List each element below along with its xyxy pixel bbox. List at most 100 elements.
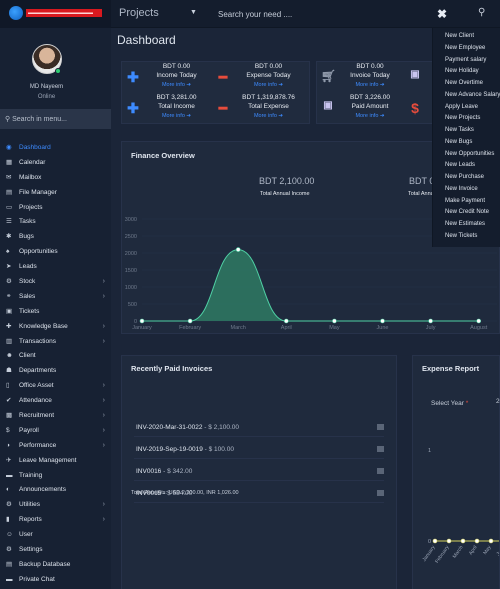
total-expense-more-link[interactable]: More info ➔ <box>253 113 284 119</box>
invoice-status-icon <box>377 424 384 430</box>
sidebar-item-opportunities[interactable]: ♠ Opportunities <box>0 245 111 260</box>
sidebar-item-reports[interactable]: ▮ Reports › <box>0 513 111 528</box>
income-series-line <box>141 249 479 322</box>
sidebar-item-label: Mailbox <box>19 173 42 181</box>
sidebar-item-recruitment[interactable]: ▩ Recruitment › <box>0 409 111 424</box>
quick-add-item[interactable]: New Advance Salary <box>445 91 500 98</box>
invoice-row[interactable]: INV0016 - $ 342.00 <box>134 462 384 481</box>
invoice-row[interactable]: INV-2020-Mar-31-0022 - $ 2,100.00 <box>134 418 384 437</box>
quick-add-item[interactable]: New Holiday <box>445 68 479 75</box>
sidebar-item-attendance[interactable]: ✔ Attendance › <box>0 394 111 409</box>
sidebar-item-label: File Manager <box>19 188 57 196</box>
quick-add-item[interactable]: New Leads <box>445 162 476 169</box>
chevron-right-icon: › <box>102 516 105 524</box>
sidebar-item-office-asset[interactable]: ▯ Office Asset › <box>0 379 111 394</box>
sidebar-search-input[interactable]: ⚲ Search in menu... <box>0 109 111 129</box>
sidebar-item-user[interactable]: ☺ User <box>0 528 111 543</box>
sidebar-item-performance[interactable]: ◑ Performance › <box>0 439 111 454</box>
sidebar-item-label: Office Asset <box>19 382 54 390</box>
sidebar-item-transactions[interactable]: ▥ Transactions › <box>0 335 111 350</box>
menu-item-icon: ◉ <box>6 144 12 151</box>
sidebar-item-file-manager[interactable]: ▤ File Manager <box>0 186 111 201</box>
sidebar-item-dashboard[interactable]: ◉ Dashboard <box>0 141 111 156</box>
paid-amount-more-link[interactable]: More info ➔ <box>355 113 385 119</box>
invoice-today-more-link[interactable]: More info ➔ <box>355 82 385 88</box>
sidebar-item-label: Recruitment <box>19 412 55 420</box>
sidebar-item-backup-database[interactable]: ▤ Backup Database <box>0 558 111 573</box>
sidebar-item-leave-management[interactable]: ✈ Leave Management <box>0 454 111 469</box>
expense-today-value: BDT 0.00 <box>254 63 283 70</box>
quick-add-item[interactable]: New Credit Note <box>445 209 490 216</box>
data-point <box>488 538 494 544</box>
logo[interactable]: ▬▬▬▬▬▬▬▬▬▬▬▬▬ <box>0 0 111 28</box>
sidebar-item-label: Calendar <box>19 158 46 166</box>
sidebar-item-label: Tasks <box>19 218 36 226</box>
top-bar: ▬▬▬▬▬▬▬▬▬▬▬▬▬ Projects ▼ Search your nee… <box>0 0 500 28</box>
sidebar-item-label: Sales <box>19 292 36 300</box>
chevron-down-icon[interactable]: ▼ <box>190 9 197 16</box>
sidebar-item-settings[interactable]: ⚙ Settings <box>0 543 111 558</box>
y-tick-label: 1000 <box>125 285 137 291</box>
sidebar-item-label: Departments <box>19 367 57 375</box>
quick-add-item[interactable]: New Client <box>445 33 475 39</box>
quick-add-item[interactable]: New Tickets <box>445 232 478 239</box>
menu-item-icon: ☰ <box>6 218 12 226</box>
quick-add-item[interactable]: New Estimates <box>445 221 486 227</box>
data-point <box>187 318 193 324</box>
sidebar-item-utilities[interactable]: ⚙ Utilities › <box>0 498 111 513</box>
quick-add-item[interactable]: New Tasks <box>445 127 474 133</box>
projects-dropdown[interactable]: Projects <box>119 7 159 19</box>
expense-today-more-link[interactable]: More info ➔ <box>253 82 284 88</box>
income-today-more-link[interactable]: More info ➔ <box>161 82 192 88</box>
sidebar-item-knowledge-base[interactable]: ✚ Knowledge Base › <box>0 320 111 335</box>
sidebar-item-payroll[interactable]: $ Payroll › <box>0 424 111 439</box>
quick-add-item[interactable]: New Overtime <box>445 80 484 86</box>
top-search-input[interactable]: Search your need .... <box>218 10 293 19</box>
total-income-more-link[interactable]: More info ➔ <box>161 113 192 119</box>
sidebar-item-label: Projects <box>19 203 43 211</box>
sidebar-item-training[interactable]: ▬ Training <box>0 469 111 484</box>
quick-add-item[interactable]: Make Payment <box>445 197 486 204</box>
sidebar-item-client[interactable]: ☻ Client <box>0 349 111 364</box>
sidebar-item-mailbox[interactable]: ✉ Mailbox <box>0 171 111 186</box>
sidebar-item-stock[interactable]: ⚙ Stock › <box>0 275 111 290</box>
search-icon[interactable]: ⚲ <box>478 7 486 18</box>
menu-item-icon: $ <box>6 426 10 434</box>
quick-add-item[interactable]: Apply Leave <box>445 103 479 110</box>
sidebar-item-projects[interactable]: ▭ Projects <box>0 201 111 216</box>
main-content: Dashboard ✚ BDT 0.00 Income Today More i… <box>111 28 500 589</box>
chevron-right-icon: › <box>102 501 105 509</box>
sidebar-item-sales[interactable]: ⚭ Sales › <box>0 290 111 305</box>
sidebar-item-departments[interactable]: ☗ Departments <box>0 364 111 379</box>
quick-add-item[interactable]: New Invoice <box>445 185 478 192</box>
sidebar-item-private-chat[interactable]: ▬ Private Chat <box>0 573 111 588</box>
invoice-row[interactable]: INV-2019-Sep-19-0019 - $ 100.00 <box>134 440 384 459</box>
sidebar-item-announcements[interactable]: ◐ Announcements <box>0 483 111 498</box>
sidebar-item-leads[interactable]: ➤ Leads <box>0 260 111 275</box>
quick-add-item[interactable]: New Opportunities <box>445 150 495 157</box>
year-select[interactable]: 20 <box>496 398 500 405</box>
quick-add-item[interactable]: New Projects <box>445 115 481 122</box>
quick-add-item[interactable]: Payment salary <box>445 56 487 63</box>
invoice-row[interactable]: INV0015 - $ 684.00 <box>134 484 384 503</box>
quick-add-item[interactable]: New Employee <box>445 44 486 51</box>
menu-item-icon: ▤ <box>6 188 13 196</box>
total-income-label: Total Income <box>158 103 195 110</box>
menu-item-icon: ☗ <box>6 367 12 375</box>
menu-item-icon: ⚙ <box>6 278 12 286</box>
avatar[interactable] <box>32 44 62 74</box>
plus-icon: ✚ <box>127 69 139 85</box>
quick-add-item[interactable]: New Purchase <box>445 174 485 180</box>
sidebar-item-tickets[interactable]: ▣ Tickets <box>0 305 111 320</box>
expense-report-panel: Expense Report Select Year * 20 10Januar… <box>412 355 500 589</box>
sidebar-item-label: Announcements <box>19 486 66 494</box>
sidebar-item-tasks[interactable]: ☰ Tasks <box>0 215 111 230</box>
menu-item-icon: ✱ <box>6 233 12 241</box>
sidebar-item-calendar[interactable]: ▦ Calendar <box>0 156 111 171</box>
invoice-number: INV-2019-Sep-19-0019 <box>136 446 203 453</box>
chevron-right-icon: › <box>102 441 105 449</box>
quick-add-item[interactable]: New Bugs <box>445 138 473 145</box>
sidebar-item-bugs[interactable]: ✱ Bugs <box>0 230 111 245</box>
close-icon[interactable]: ✖ <box>437 7 448 21</box>
data-point <box>460 538 466 544</box>
